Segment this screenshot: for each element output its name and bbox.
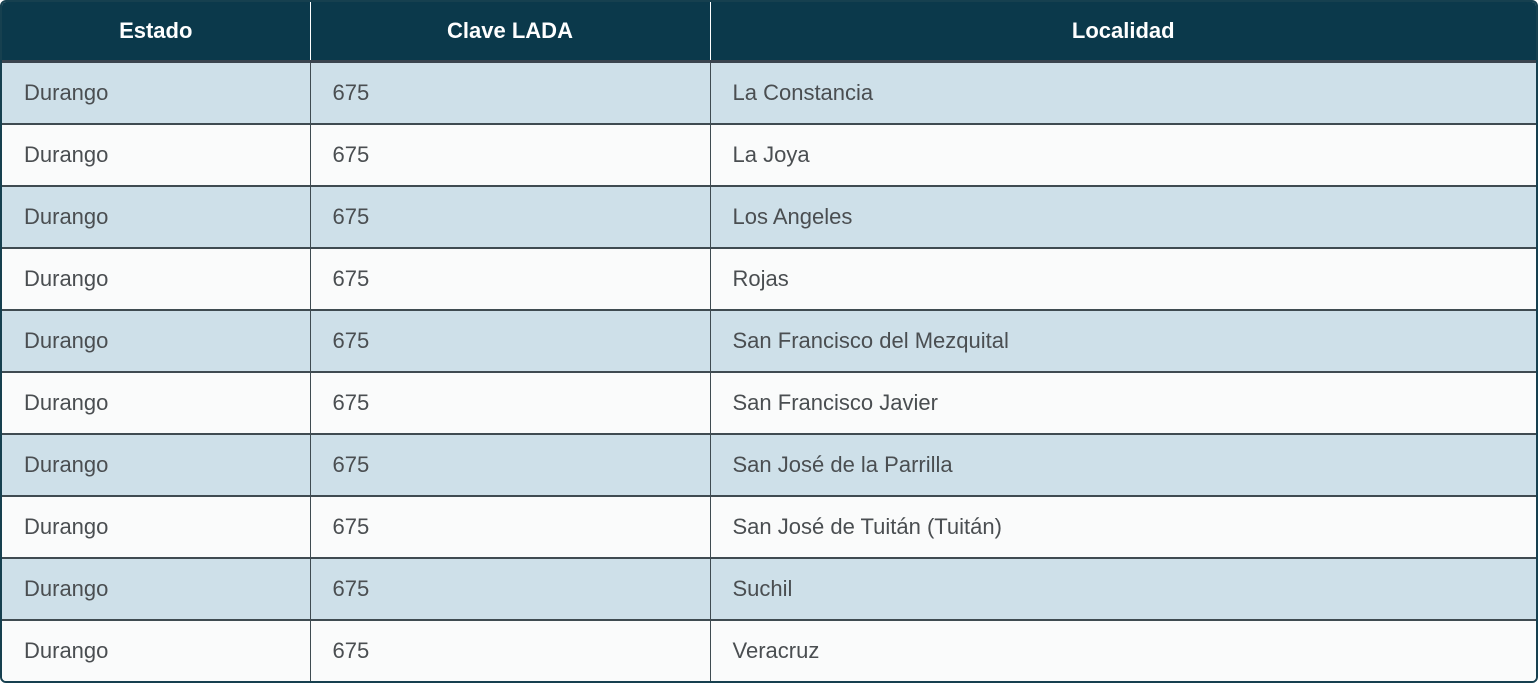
estado-cell: Durango	[2, 309, 311, 372]
localidad-cell: San Francisco Javier	[710, 371, 1536, 434]
estado-cell: Durango	[2, 433, 311, 496]
estado-cell: Durango	[2, 61, 311, 124]
table-header: Estado Clave LADA Localidad	[2, 2, 1536, 63]
table-row: Durango 675 San José de Tuitán (Tuitán)	[2, 495, 1536, 558]
estado-cell: Durango	[2, 371, 311, 434]
lada-cell: 675	[310, 61, 711, 124]
lada-cell: 675	[310, 495, 711, 558]
estado-cell: Durango	[2, 557, 311, 620]
estado-cell: Durango	[2, 495, 311, 558]
localidad-cell: La Constancia	[710, 61, 1536, 124]
table-row: Durango 675 San Francisco Javier	[2, 371, 1536, 434]
estado-cell: Durango	[2, 185, 311, 248]
localidad-cell: La Joya	[710, 123, 1536, 186]
table-body: Durango 675 La Constancia Durango 675 La…	[2, 61, 1536, 681]
localidad-cell: San Francisco del Mezquital	[710, 309, 1536, 372]
estado-cell: Durango	[2, 247, 311, 310]
header-row: Estado Clave LADA Localidad	[2, 2, 1536, 63]
lada-cell: 675	[310, 123, 711, 186]
lada-cell: 675	[310, 371, 711, 434]
estado-cell: Durango	[2, 123, 311, 186]
localidad-cell: Los Angeles	[710, 185, 1536, 248]
lada-cell: 675	[310, 557, 711, 620]
table-row: Durango 675 La Joya	[2, 123, 1536, 186]
table-row: Durango 675 Suchil	[2, 557, 1536, 620]
column-header-localidad: Localidad	[710, 2, 1536, 63]
column-header-estado: Estado	[2, 2, 311, 63]
table-row: Durango 675 San José de la Parrilla	[2, 433, 1536, 496]
table-row: Durango 675 Rojas	[2, 247, 1536, 310]
localidad-cell: San José de la Parrilla	[710, 433, 1536, 496]
localidad-cell: Rojas	[710, 247, 1536, 310]
localidad-cell: San José de Tuitán (Tuitán)	[710, 495, 1536, 558]
lada-cell: 675	[310, 433, 711, 496]
lada-table: Estado Clave LADA Localidad Durango 675 …	[2, 2, 1536, 681]
table-row: Durango 675 Los Angeles	[2, 185, 1536, 248]
estado-cell: Durango	[2, 619, 311, 681]
table-row: Durango 675 San Francisco del Mezquital	[2, 309, 1536, 372]
lada-cell: 675	[310, 185, 711, 248]
lada-cell: 675	[310, 247, 711, 310]
localidad-cell: Suchil	[710, 557, 1536, 620]
column-header-clave-lada: Clave LADA	[310, 2, 711, 63]
table-row: Durango 675 Veracruz	[2, 619, 1536, 681]
lada-cell: 675	[310, 309, 711, 372]
localidad-cell: Veracruz	[710, 619, 1536, 681]
table-row: Durango 675 La Constancia	[2, 61, 1536, 124]
lada-cell: 675	[310, 619, 711, 681]
